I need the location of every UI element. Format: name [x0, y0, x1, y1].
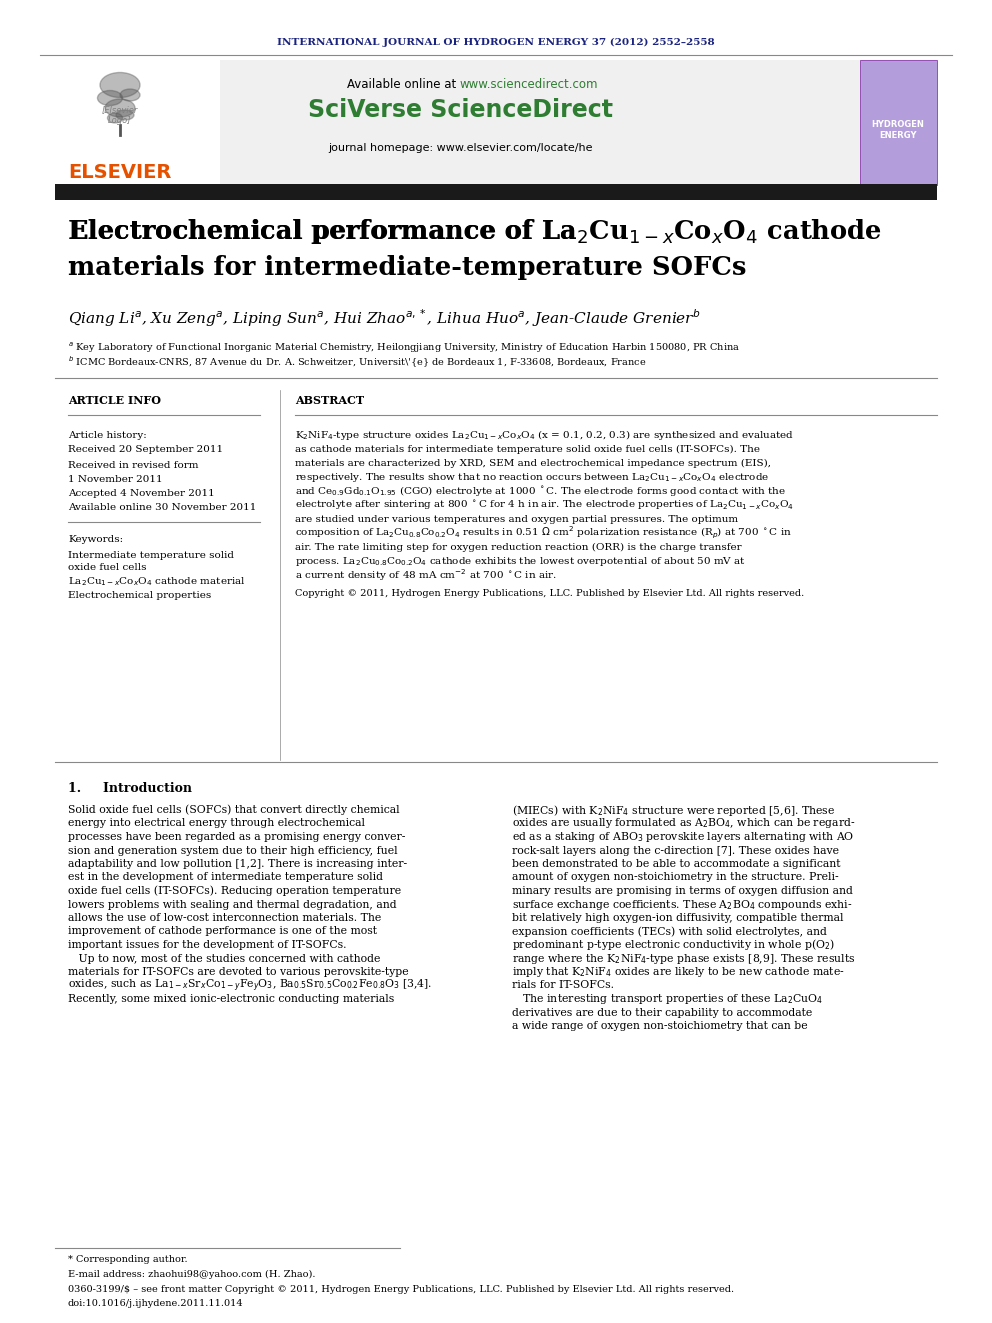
Text: Received in revised form: Received in revised form [68, 460, 198, 470]
Ellipse shape [116, 110, 134, 120]
FancyBboxPatch shape [55, 184, 937, 200]
Text: (MIECs) with K$_2$NiF$_4$ structure were reported [5,6]. These: (MIECs) with K$_2$NiF$_4$ structure were… [512, 803, 835, 818]
Text: Available online 30 November 2011: Available online 30 November 2011 [68, 503, 256, 512]
Text: ARTICLE INFO: ARTICLE INFO [68, 394, 161, 406]
Text: Intermediate temperature solid: Intermediate temperature solid [68, 550, 234, 560]
Ellipse shape [97, 90, 122, 106]
Text: minary results are promising in terms of oxygen diffusion and: minary results are promising in terms of… [512, 886, 853, 896]
Text: 1.     Introduction: 1. Introduction [68, 782, 192, 795]
Text: * Corresponding author.: * Corresponding author. [68, 1256, 187, 1265]
Text: a current density of 48 mA cm$^{-2}$ at 700 $^\circ$C in air.: a current density of 48 mA cm$^{-2}$ at … [295, 568, 558, 583]
Text: imply that K$_2$NiF$_4$ oxides are likely to be new cathode mate-: imply that K$_2$NiF$_4$ oxides are likel… [512, 964, 845, 979]
Text: been demonstrated to be able to accommodate a significant: been demonstrated to be able to accommod… [512, 859, 840, 869]
Text: Keywords:: Keywords: [68, 536, 123, 545]
Text: Available online at: Available online at [347, 78, 460, 91]
Text: electrolyte after sintering at 800 $^\circ$C for 4 h in air. The electrode prope: electrolyte after sintering at 800 $^\ci… [295, 497, 794, 512]
Text: rock-salt layers along the c-direction [7]. These oxides have: rock-salt layers along the c-direction [… [512, 845, 839, 856]
Text: HYDROGEN
ENERGY: HYDROGEN ENERGY [872, 120, 925, 140]
Text: E-mail address: zhaohui98@yahoo.com (H. Zhao).: E-mail address: zhaohui98@yahoo.com (H. … [68, 1270, 315, 1278]
Text: surface exchange coefficients. These A$_2$BO$_4$ compounds exhi-: surface exchange coefficients. These A$_… [512, 897, 852, 912]
Text: as cathode materials for intermediate temperature solid oxide fuel cells (IT-SOF: as cathode materials for intermediate te… [295, 445, 760, 454]
Text: amount of oxygen non-stoichiometry in the structure. Preli-: amount of oxygen non-stoichiometry in th… [512, 872, 838, 882]
Text: expansion coefficients (TECs) with solid electrolytes, and: expansion coefficients (TECs) with solid… [512, 926, 827, 937]
Text: doi:10.1016/j.ijhydene.2011.11.014: doi:10.1016/j.ijhydene.2011.11.014 [68, 1299, 244, 1308]
Text: Accepted 4 November 2011: Accepted 4 November 2011 [68, 488, 214, 497]
Text: La$_2$Cu$_{1-x}$Co$_x$O$_4$ cathode material: La$_2$Cu$_{1-x}$Co$_x$O$_4$ cathode mate… [68, 576, 246, 589]
Text: Recently, some mixed ionic-electronic conducting materials: Recently, some mixed ionic-electronic co… [68, 994, 394, 1004]
Ellipse shape [107, 112, 122, 123]
Text: respectively. The results show that no reaction occurs between La$_2$Cu$_{1-x}$C: respectively. The results show that no r… [295, 471, 770, 483]
Text: journal homepage: www.elsevier.com/locate/he: journal homepage: www.elsevier.com/locat… [327, 143, 592, 153]
Text: processes have been regarded as a promising energy conver-: processes have been regarded as a promis… [68, 832, 406, 841]
Text: ELSEVIER: ELSEVIER [68, 163, 172, 181]
Text: Electrochemical properties: Electrochemical properties [68, 591, 211, 601]
Text: oxide fuel cells: oxide fuel cells [68, 564, 147, 573]
Text: energy into electrical energy through electrochemical: energy into electrical energy through el… [68, 819, 365, 828]
Text: Copyright © 2011, Hydrogen Energy Publications, LLC. Published by Elsevier Ltd. : Copyright © 2011, Hydrogen Energy Public… [295, 589, 805, 598]
Text: range where the K$_2$NiF$_4$-type phase exists [8,9]. These results: range where the K$_2$NiF$_4$-type phase … [512, 951, 856, 966]
Text: composition of La$_2$Cu$_{0.8}$Co$_{0.2}$O$_4$ results in 0.51 $\Omega$ cm$^2$ p: composition of La$_2$Cu$_{0.8}$Co$_{0.2}… [295, 525, 792, 541]
Text: www.sciencedirect.com: www.sciencedirect.com [460, 78, 598, 91]
Text: air. The rate limiting step for oxygen reduction reaction (ORR) is the charge tr: air. The rate limiting step for oxygen r… [295, 542, 742, 552]
Text: important issues for the development of IT-SOFCs.: important issues for the development of … [68, 941, 346, 950]
Text: improvement of cathode performance is one of the most: improvement of cathode performance is on… [68, 926, 377, 937]
Text: K$_2$NiF$_4$-type structure oxides La$_2$Cu$_{1-x}$Co$_x$O$_4$ (x = 0.1, 0.2, 0.: K$_2$NiF$_4$-type structure oxides La$_2… [295, 429, 794, 442]
Text: oxides, such as La$_{1-x}$Sr$_x$Co$_{1-y}$Fe$_y$O$_3$, Ba$_{0.5}$Sr$_{0.5}$Co$_{: oxides, such as La$_{1-x}$Sr$_x$Co$_{1-y… [68, 978, 433, 994]
Text: process. La$_2$Cu$_{0.8}$Co$_{0.2}$O$_4$ cathode exhibits the lowest overpotenti: process. La$_2$Cu$_{0.8}$Co$_{0.2}$O$_4$… [295, 554, 746, 568]
Text: [Elsevier
Logo]: [Elsevier Logo] [102, 106, 138, 124]
Text: are studied under various temperatures and oxygen partial pressures. The optimum: are studied under various temperatures a… [295, 515, 738, 524]
Text: $^b$ ICMC Bordeaux-CNRS, 87 Avenue du Dr. A. Schweitzer, Universit\'{e} de Borde: $^b$ ICMC Bordeaux-CNRS, 87 Avenue du Dr… [68, 355, 647, 369]
Text: The interesting transport properties of these La$_2$CuO$_4$: The interesting transport properties of … [512, 992, 823, 1005]
Text: materials for intermediate-temperature SOFCs: materials for intermediate-temperature S… [68, 255, 746, 280]
Text: materials for IT-SOFCs are devoted to various perovskite-type: materials for IT-SOFCs are devoted to va… [68, 967, 409, 976]
Text: adaptability and low pollution [1,2]. There is increasing inter-: adaptability and low pollution [1,2]. Th… [68, 859, 407, 869]
Text: predominant p-type electronic conductivity in whole p(O$_2$): predominant p-type electronic conductivi… [512, 938, 835, 953]
Text: 1 November 2011: 1 November 2011 [68, 475, 163, 483]
Text: INTERNATIONAL JOURNAL OF HYDROGEN ENERGY 37 (2012) 2552–2558: INTERNATIONAL JOURNAL OF HYDROGEN ENERGY… [277, 37, 715, 46]
Ellipse shape [120, 89, 140, 101]
Text: ed as a staking of ABO$_3$ perovskite layers alternating with AO: ed as a staking of ABO$_3$ perovskite la… [512, 830, 854, 844]
Ellipse shape [105, 99, 135, 116]
Text: bit relatively high oxygen-ion diffusivity, compatible thermal: bit relatively high oxygen-ion diffusivi… [512, 913, 843, 923]
Text: Electrochemical performance of La$_2$Cu$_{1-x}$Co$_x$O$_4$ cathode: Electrochemical performance of La$_2$Cu$… [68, 217, 882, 246]
Text: Article history:: Article history: [68, 430, 147, 439]
Text: est in the development of intermediate temperature solid: est in the development of intermediate t… [68, 872, 383, 882]
Text: Electrochemical performance of La: Electrochemical performance of La [68, 220, 576, 245]
Text: rials for IT-SOFCs.: rials for IT-SOFCs. [512, 980, 614, 991]
Text: Qiang Li$^a$, Xu Zeng$^a$, Liping Sun$^a$, Hui Zhao$^{a,*}$, Lihua Huo$^a$, Jean: Qiang Li$^a$, Xu Zeng$^a$, Liping Sun$^a… [68, 307, 700, 329]
Text: oxides are usually formulated as A$_2$BO$_4$, which can be regard-: oxides are usually formulated as A$_2$BO… [512, 816, 855, 831]
Text: ABSTRACT: ABSTRACT [295, 394, 364, 406]
Text: allows the use of low-cost interconnection materials. The: allows the use of low-cost interconnecti… [68, 913, 381, 923]
Text: lowers problems with sealing and thermal degradation, and: lowers problems with sealing and thermal… [68, 900, 397, 909]
FancyBboxPatch shape [860, 60, 937, 185]
FancyBboxPatch shape [55, 60, 220, 185]
Text: Up to now, most of the studies concerned with cathode: Up to now, most of the studies concerned… [68, 954, 380, 963]
Text: 0360-3199/$ – see front matter Copyright © 2011, Hydrogen Energy Publications, L: 0360-3199/$ – see front matter Copyright… [68, 1286, 734, 1294]
Text: a wide range of oxygen non-stoichiometry that can be: a wide range of oxygen non-stoichiometry… [512, 1021, 807, 1031]
Text: Received 20 September 2011: Received 20 September 2011 [68, 446, 223, 455]
Text: derivatives are due to their capability to accommodate: derivatives are due to their capability … [512, 1008, 812, 1017]
Text: SciVerse ScienceDirect: SciVerse ScienceDirect [308, 98, 612, 122]
Ellipse shape [100, 73, 140, 98]
Text: and Ce$_{0.9}$Gd$_{0.1}$O$_{1.95}$ (CGO) electrolyte at 1000 $^\circ$C. The elec: and Ce$_{0.9}$Gd$_{0.1}$O$_{1.95}$ (CGO)… [295, 484, 786, 497]
Text: materials are characterized by XRD, SEM and electrochemical impedance spectrum (: materials are characterized by XRD, SEM … [295, 459, 771, 467]
Text: $^a$ Key Laboratory of Functional Inorganic Material Chemistry, Heilongjiang Uni: $^a$ Key Laboratory of Functional Inorga… [68, 341, 740, 355]
Text: sion and generation system due to their high efficiency, fuel: sion and generation system due to their … [68, 845, 398, 856]
FancyBboxPatch shape [55, 60, 937, 185]
Text: oxide fuel cells (IT-SOFCs). Reducing operation temperature: oxide fuel cells (IT-SOFCs). Reducing op… [68, 885, 401, 896]
Text: Solid oxide fuel cells (SOFCs) that convert directly chemical: Solid oxide fuel cells (SOFCs) that conv… [68, 804, 400, 815]
